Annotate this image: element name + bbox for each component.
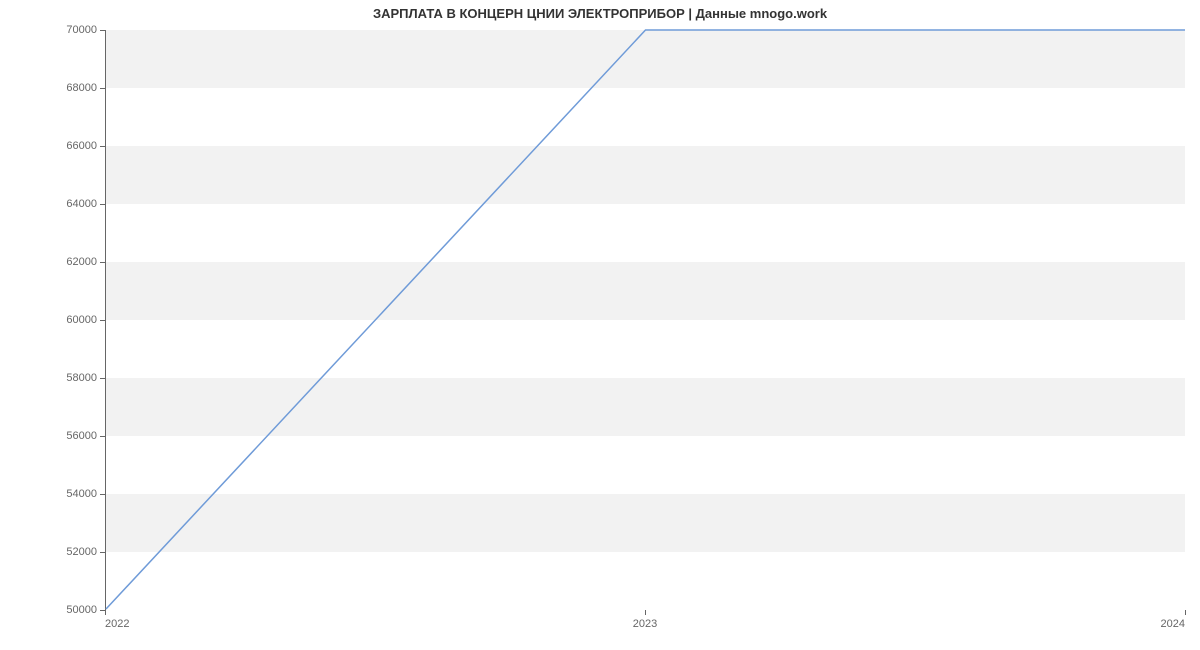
y-tick — [100, 320, 105, 321]
salary-line-chart: ЗАРПЛАТА В КОНЦЕРН ЦНИИ ЭЛЕКТРОПРИБОР | … — [0, 0, 1200, 650]
y-tick — [100, 204, 105, 205]
y-tick-label: 66000 — [57, 140, 97, 152]
x-tick-label: 2024 — [1161, 618, 1185, 630]
y-tick — [100, 262, 105, 263]
plot-area — [105, 30, 1185, 610]
y-tick-label: 50000 — [57, 604, 97, 616]
x-tick — [645, 610, 646, 615]
y-tick-label: 62000 — [57, 256, 97, 268]
y-tick-label: 60000 — [57, 314, 97, 326]
y-tick-label: 64000 — [57, 198, 97, 210]
y-tick-label: 56000 — [57, 430, 97, 442]
line-series — [106, 30, 1185, 609]
y-tick-label: 54000 — [57, 488, 97, 500]
y-tick — [100, 146, 105, 147]
y-tick-label: 68000 — [57, 82, 97, 94]
y-tick-label: 70000 — [57, 24, 97, 36]
x-tick-label: 2022 — [105, 618, 129, 630]
y-tick — [100, 88, 105, 89]
y-tick — [100, 378, 105, 379]
y-tick — [100, 30, 105, 31]
x-tick — [1185, 610, 1186, 615]
x-tick — [105, 610, 106, 615]
x-tick-label: 2023 — [633, 618, 657, 630]
y-tick — [100, 436, 105, 437]
y-tick-label: 52000 — [57, 546, 97, 558]
y-tick — [100, 552, 105, 553]
chart-title: ЗАРПЛАТА В КОНЦЕРН ЦНИИ ЭЛЕКТРОПРИБОР | … — [0, 6, 1200, 21]
y-tick — [100, 494, 105, 495]
y-tick-label: 58000 — [57, 372, 97, 384]
